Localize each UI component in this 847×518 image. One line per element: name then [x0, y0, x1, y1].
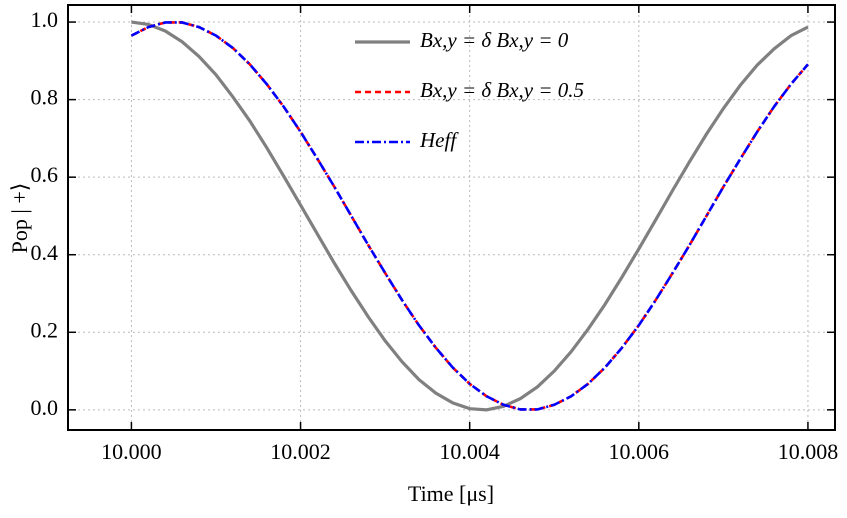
plot-frame	[67, 4, 836, 431]
legend-label: Bx,y = δ Bx,y = 0.5	[420, 78, 584, 102]
x-tick-label: 10.006	[609, 439, 670, 464]
x-tick-label: 10.000	[101, 439, 162, 464]
y-tick-label: 0.0	[31, 395, 59, 420]
legend-label: Bx,y = δ Bx,y = 0	[420, 28, 569, 52]
x-tick-label: 10.008	[778, 439, 839, 464]
series-line	[131, 20, 809, 412]
y-tick-label: 0.8	[31, 85, 59, 110]
x-tick-label: 10.004	[439, 439, 500, 464]
y-tick-label: 0.2	[31, 317, 59, 342]
legend-label: Heff	[419, 128, 459, 152]
y-axis-title: Pop | +⟩	[7, 183, 32, 254]
series-line	[130, 21, 809, 411]
x-tick-label: 10.002	[270, 439, 331, 464]
y-tick-label: 0.6	[31, 162, 59, 187]
x-axis-title: Time [μs]	[408, 481, 494, 506]
y-tick-label: 0.4	[31, 240, 59, 265]
y-tick-label: 1.0	[31, 7, 59, 32]
